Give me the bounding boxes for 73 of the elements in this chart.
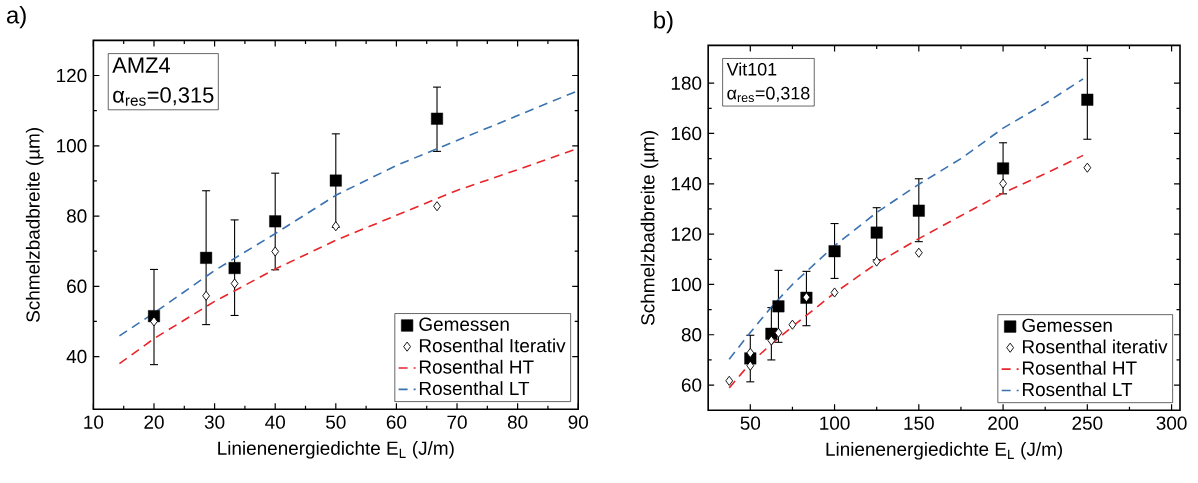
x-axis-title: Linienenergiedichte E$_{L}$ (J/m) [218, 440, 454, 459]
point [271, 246, 280, 257]
x-tick-label: 250 [1072, 416, 1103, 430]
point [269, 215, 282, 228]
y-tick-label: 100 [57, 138, 87, 153]
y-tick-label: 60 [67, 279, 87, 293]
legend-label: Rosenthal Iterativ [419, 338, 566, 353]
y-axis-title: Schmelzbadbreite (µm) [640, 130, 659, 325]
y-tick-label: 160 [671, 126, 702, 141]
y-tick-label: 100 [671, 277, 702, 292]
y-tick-label: 80 [681, 327, 702, 342]
point [1081, 93, 1094, 106]
point [772, 300, 785, 313]
y-tick-label: 120 [671, 227, 702, 241]
legend-label: Rosenthal LT [1022, 382, 1133, 397]
point [331, 221, 340, 232]
x-tick-label: 70 [447, 415, 467, 429]
point [433, 201, 441, 212]
point [431, 112, 443, 125]
x-tick-label: 100 [820, 416, 850, 430]
point [725, 375, 734, 386]
legend-label: Rosenthal HT [1022, 360, 1137, 375]
point [870, 226, 883, 239]
y-tick-label: 80 [67, 209, 87, 223]
legend-label: Rosenthal iterativ [1022, 339, 1168, 354]
point [830, 287, 839, 298]
legend-label: Rosenthal HT [419, 359, 534, 374]
x-tick-label: 300 [1156, 416, 1187, 430]
x-tick-label: 50 [326, 415, 346, 429]
annotation: α$_{res}$=0,318 [727, 86, 810, 102]
point [746, 347, 755, 358]
point [746, 360, 755, 371]
y-tick-label: 40 [66, 349, 87, 364]
point [202, 290, 210, 301]
annotation: Vit101 [726, 62, 777, 76]
point [228, 261, 241, 274]
y-tick-label: 120 [57, 68, 87, 83]
chart-title: a) [7, 5, 26, 29]
point [912, 204, 925, 217]
point [150, 316, 158, 327]
point [999, 178, 1007, 189]
annotation: α$_{res}$=0,315 [113, 87, 214, 106]
x-tick-label: 90 [568, 415, 588, 429]
x-tick-label: 50 [740, 416, 761, 430]
x-tick-label: 30 [204, 415, 225, 429]
x-tick-label: 10 [84, 415, 104, 429]
point [872, 256, 881, 267]
point [230, 278, 239, 289]
x-tick-label: 150 [904, 416, 934, 430]
y-tick-label: 60 [681, 378, 702, 392]
point [200, 251, 213, 264]
x-tick-label: 200 [988, 416, 1019, 430]
x-tick-label: 20 [144, 415, 164, 429]
point [774, 327, 783, 338]
x-tick-label: 40 [265, 415, 285, 429]
chart-title: b) [654, 10, 673, 34]
point [1083, 162, 1092, 173]
legend-label: Gemessen [1022, 318, 1112, 332]
point [329, 174, 342, 187]
legend-label: Gemessen [419, 317, 509, 331]
point [914, 247, 923, 258]
x-tick-label: 60 [386, 415, 407, 429]
point [788, 319, 797, 330]
y-axis-title: Schmelzbadbreite (µm) [25, 127, 44, 322]
point [767, 335, 776, 346]
point [997, 162, 1010, 175]
point [828, 245, 841, 258]
x-tick-label: 80 [507, 415, 528, 429]
y-tick-label: 140 [671, 176, 702, 191]
y-tick-label: 180 [671, 76, 702, 90]
x-axis-title: Linienenergiedichte E$_{L}$ (J/m) [826, 441, 1063, 460]
annotation: AMZ4 [112, 57, 171, 73]
legend-label: Rosenthal LT [419, 381, 530, 395]
